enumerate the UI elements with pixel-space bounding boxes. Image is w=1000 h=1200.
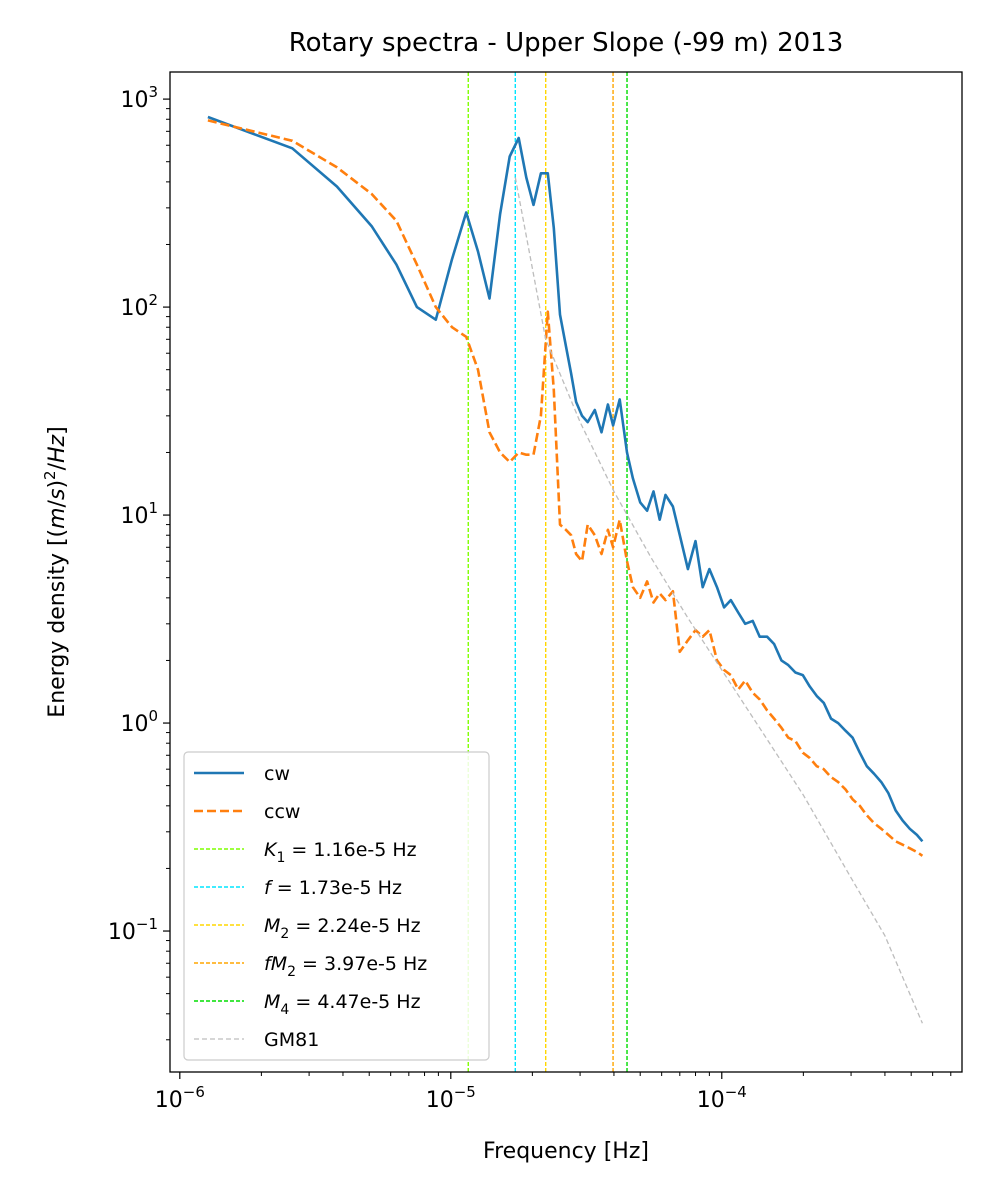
y-tick-label: 102 (120, 291, 158, 321)
legend-label-m4: M4 = 4.47e-5 Hz (264, 991, 421, 1018)
series-lines (207, 115, 924, 1024)
reference-lines (467, 72, 628, 1072)
series-line-ccw (207, 119, 924, 857)
legend-label-m2: M2 = 2.24e-5 Hz (264, 915, 421, 942)
legend-label-k1: K1 = 1.16e-5 Hz (264, 839, 417, 866)
legend: cw ccw K1 = 1.16e-5 Hz f = 1.73e-5 Hz M2 = 2… (183, 751, 490, 1061)
y-tick-label: 100 (120, 707, 158, 737)
legend-label-gm81: GM81 (264, 1029, 319, 1051)
x-tick-label: 10−6 (155, 1083, 205, 1113)
axis-ticks: 10−6 10−5 10−4 10−1 100 101 102 103 (108, 83, 952, 1113)
legend-frame (183, 751, 490, 1061)
series-line-gm81 (514, 177, 923, 1024)
legend-label-f: f = 1.73e-5 Hz (264, 877, 402, 899)
x-tick-label: 10−5 (426, 1083, 476, 1113)
x-axis-label: Frequency [Hz] (483, 1139, 649, 1164)
legend-label-ccw: ccw (264, 801, 300, 823)
chart-title: Rotary spectra - Upper Slope (-99 m) 201… (289, 28, 844, 58)
plot-frame (169, 71, 963, 1073)
y-tick-label: 10−1 (108, 915, 158, 945)
series-line-cw (207, 115, 924, 843)
y-axis-label: Energy density [(m/s)2/Hz] (41, 426, 70, 717)
y-tick-label: 101 (120, 499, 158, 529)
y-tick-label: 103 (120, 83, 158, 113)
legend-label-fm2: fM2 = 3.97e-5 Hz (264, 953, 427, 980)
legend-label-cw: cw (264, 763, 290, 785)
x-tick-label: 10−4 (697, 1083, 747, 1113)
